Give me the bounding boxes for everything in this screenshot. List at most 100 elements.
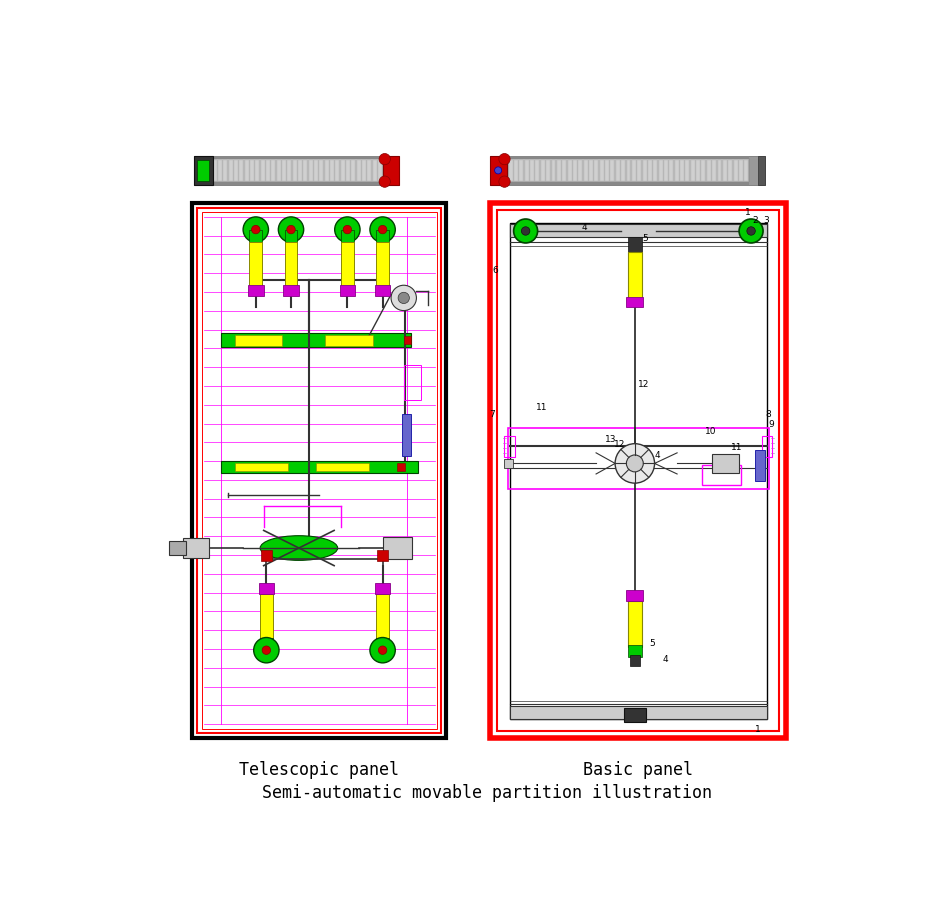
Bar: [733, 160, 737, 181]
Text: 12: 12: [638, 380, 650, 389]
Bar: [562, 160, 566, 181]
Bar: [654, 160, 657, 181]
Text: 13: 13: [605, 435, 617, 444]
Bar: [288, 160, 292, 181]
Bar: [628, 253, 642, 298]
Circle shape: [626, 455, 643, 472]
Bar: [626, 590, 643, 601]
Bar: [490, 156, 506, 185]
Bar: [670, 160, 674, 181]
Bar: [319, 160, 323, 181]
Circle shape: [370, 217, 395, 242]
Bar: [758, 156, 765, 185]
Circle shape: [252, 225, 260, 234]
Bar: [664, 160, 668, 181]
Bar: [341, 230, 353, 242]
Bar: [404, 336, 410, 344]
Bar: [628, 644, 642, 657]
Bar: [628, 237, 642, 253]
Text: Basic panel: Basic panel: [583, 760, 694, 779]
Bar: [376, 638, 389, 651]
Text: 12: 12: [614, 440, 625, 449]
Bar: [723, 160, 727, 181]
Circle shape: [391, 285, 416, 310]
Circle shape: [739, 219, 763, 243]
Bar: [339, 285, 355, 296]
Bar: [229, 160, 233, 181]
Circle shape: [495, 167, 502, 174]
Bar: [510, 222, 767, 718]
Bar: [557, 160, 560, 181]
Bar: [691, 160, 694, 181]
Bar: [524, 160, 529, 181]
Bar: [182, 538, 209, 558]
Circle shape: [747, 227, 755, 235]
Bar: [404, 365, 422, 400]
Bar: [235, 463, 288, 471]
Circle shape: [343, 225, 352, 234]
Bar: [298, 160, 302, 181]
Bar: [375, 285, 390, 296]
Bar: [195, 156, 399, 185]
Bar: [285, 230, 297, 242]
Bar: [552, 160, 556, 181]
Text: 8: 8: [765, 410, 770, 419]
Bar: [717, 160, 721, 181]
Bar: [702, 465, 740, 485]
Bar: [744, 160, 749, 181]
Bar: [595, 160, 598, 181]
Bar: [567, 160, 572, 181]
Bar: [330, 160, 334, 181]
Bar: [201, 212, 437, 729]
Bar: [335, 160, 339, 181]
Bar: [250, 242, 262, 285]
Bar: [368, 160, 371, 181]
Bar: [579, 160, 582, 181]
Text: 4: 4: [582, 223, 588, 232]
Text: 10: 10: [705, 427, 717, 436]
Bar: [220, 461, 418, 473]
Bar: [234, 160, 238, 181]
Bar: [356, 160, 361, 181]
Text: 4: 4: [663, 655, 669, 664]
Bar: [510, 224, 767, 237]
Bar: [630, 655, 639, 666]
Bar: [218, 160, 222, 181]
Bar: [250, 230, 262, 242]
Bar: [260, 550, 272, 562]
Bar: [626, 160, 631, 181]
Bar: [530, 160, 534, 181]
Bar: [621, 160, 625, 181]
Bar: [628, 601, 642, 647]
Bar: [599, 160, 603, 181]
Bar: [739, 160, 743, 181]
Bar: [504, 436, 515, 457]
Bar: [490, 203, 787, 738]
Bar: [378, 160, 382, 181]
Bar: [498, 210, 779, 731]
Bar: [762, 436, 772, 457]
Circle shape: [379, 154, 390, 165]
Bar: [250, 160, 254, 181]
Bar: [520, 160, 523, 181]
Bar: [309, 160, 313, 181]
Bar: [402, 414, 411, 457]
Bar: [235, 335, 282, 346]
Circle shape: [378, 646, 387, 654]
Bar: [490, 156, 765, 185]
Circle shape: [499, 176, 510, 188]
Bar: [260, 594, 273, 639]
Bar: [256, 160, 259, 181]
Bar: [623, 708, 646, 722]
Text: 7: 7: [489, 410, 496, 419]
Text: 1: 1: [754, 726, 760, 735]
Bar: [685, 160, 690, 181]
Bar: [712, 160, 716, 181]
Bar: [212, 158, 383, 182]
Bar: [285, 242, 297, 285]
Circle shape: [615, 444, 655, 483]
Bar: [283, 285, 298, 296]
Bar: [212, 156, 383, 159]
Circle shape: [334, 217, 360, 242]
Bar: [383, 156, 399, 185]
